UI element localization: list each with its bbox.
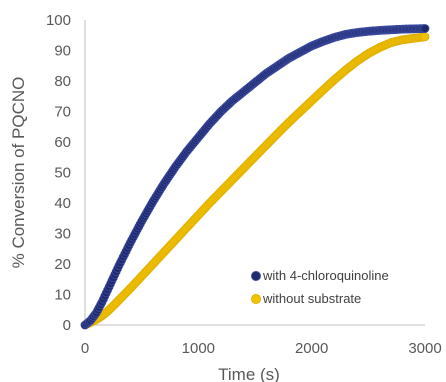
x-tick-label: 0 bbox=[81, 340, 89, 357]
y-tick-label: 40 bbox=[54, 195, 71, 212]
y-tick-label: 0 bbox=[63, 317, 71, 334]
y-axis-title: % Conversion of PQCNO bbox=[9, 77, 28, 269]
y-tick-labels: 0 10 20 30 40 50 60 70 80 90 100 bbox=[46, 12, 71, 334]
y-tick-label: 60 bbox=[54, 134, 71, 151]
legend-label-with-4-chloroquinoline: with 4-chloroquinoline bbox=[262, 268, 389, 283]
y-tick-label: 30 bbox=[54, 226, 71, 243]
legend-marker-without-substrate bbox=[251, 294, 261, 304]
series-layer bbox=[80, 24, 430, 330]
y-tick-label: 10 bbox=[54, 287, 71, 304]
y-tick-label: 80 bbox=[54, 73, 71, 90]
x-tick-labels: 0 1000 2000 3000 bbox=[81, 340, 442, 357]
y-tick-label: 50 bbox=[54, 165, 71, 182]
x-tick-label: 2000 bbox=[295, 340, 328, 357]
x-tick-label: 3000 bbox=[408, 340, 441, 357]
x-tick-label: 1000 bbox=[182, 340, 215, 357]
y-tick-label: 20 bbox=[54, 256, 71, 273]
data-point bbox=[420, 24, 430, 33]
legend: with 4-chloroquinoline without substrate bbox=[251, 268, 389, 306]
y-tick-label: 70 bbox=[54, 104, 71, 121]
legend-label-without-substrate: without substrate bbox=[262, 291, 361, 306]
series-0 bbox=[80, 24, 430, 330]
axes bbox=[84, 20, 425, 326]
series-1 bbox=[80, 32, 430, 330]
data-point bbox=[420, 32, 430, 42]
x-axis-title: Time (s) bbox=[218, 365, 280, 382]
legend-marker-with-4-chloroquinoline bbox=[251, 271, 261, 281]
y-tick-label: 100 bbox=[46, 12, 71, 29]
y-tick-label: 90 bbox=[54, 43, 71, 60]
